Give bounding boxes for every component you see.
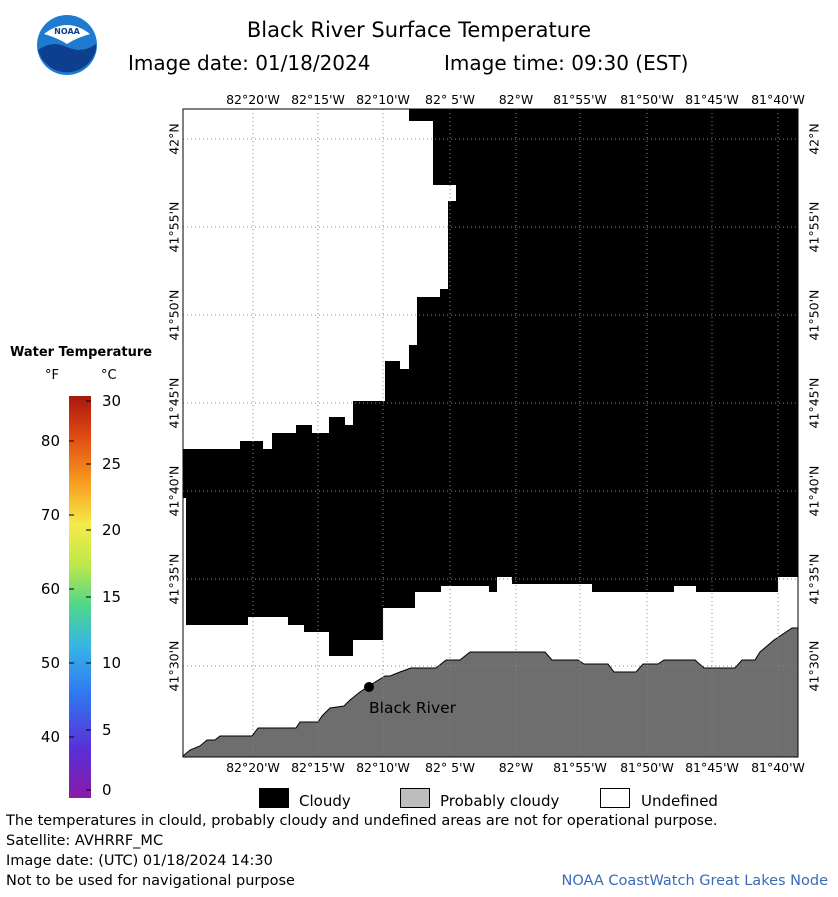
lon-label-bottom: 82°W	[499, 760, 534, 775]
lat-label-left: 41°55'N	[167, 202, 182, 253]
lat-label-left: 41°40'N	[167, 466, 182, 517]
lon-label-bottom: 82°20'W	[226, 760, 280, 775]
probably-cloudy-swatch	[400, 788, 430, 808]
credit-text: NOAA CoastWatch Great Lakes Node	[561, 873, 828, 889]
noaa-logo-text: NOAA	[54, 27, 80, 36]
celsius-tick: 0	[102, 781, 112, 799]
celsius-tick: 5	[102, 721, 112, 739]
fahrenheit-tick: 50	[40, 654, 60, 672]
graticule	[183, 109, 798, 757]
lon-label-top: 81°55'W	[553, 92, 607, 107]
legend-unit-f: °F	[45, 368, 59, 383]
undefined-swatch	[600, 788, 630, 808]
lat-label-left: 41°50'N	[167, 290, 182, 341]
lat-label-right: 42°N	[807, 123, 822, 155]
celsius-tick: 20	[102, 521, 122, 539]
lon-label-top: 82° 5'W	[425, 92, 475, 107]
lat-label-right: 41°55'N	[807, 202, 822, 253]
lat-label-right: 41°45'N	[807, 378, 822, 429]
disclaimer-text: The temperatures in clould, probably clo…	[6, 813, 718, 829]
cloudy-area	[183, 109, 798, 656]
lon-label-bottom: 82°15'W	[291, 760, 345, 775]
lon-label-bottom: 81°55'W	[553, 760, 607, 775]
lat-label-left: 41°30'N	[167, 641, 182, 692]
noaa-logo: NOAA	[36, 14, 98, 76]
celsius-tick: 15	[102, 588, 122, 606]
fahrenheit-tick: 80	[40, 432, 60, 450]
lon-label-top: 82°15'W	[291, 92, 345, 107]
lon-label-bottom: 81°50'W	[620, 760, 674, 775]
image-date-label: Image date: 01/18/2024	[128, 51, 371, 75]
fahrenheit-tick: 70	[40, 506, 60, 524]
lon-label-bottom: 81°45'W	[685, 760, 739, 775]
image-time-label: Image time: 09:30 (EST)	[444, 51, 689, 75]
black-river-marker	[364, 682, 374, 692]
legend-unit-c: °C	[101, 368, 117, 383]
lat-label-left: 41°45'N	[167, 378, 182, 429]
lon-label-top: 82°W	[499, 92, 534, 107]
probably-cloudy-area	[182, 627, 799, 758]
lon-label-top: 81°45'W	[685, 92, 739, 107]
page-title: Black River Surface Temperature	[246, 18, 592, 42]
celsius-tick: 10	[102, 654, 122, 672]
legend-title: Water Temperature	[10, 345, 153, 360]
fahrenheit-tick: 60	[40, 580, 60, 598]
map-frame	[182, 108, 799, 758]
cloudy-swatch	[259, 788, 289, 808]
lat-label-right: 41°35'N	[807, 554, 822, 605]
black-river-label: Black River	[369, 699, 457, 717]
lon-label-top: 81°50'W	[620, 92, 674, 107]
lat-label-right: 41°40'N	[807, 466, 822, 517]
celsius-tick: 25	[102, 455, 122, 473]
lon-label-bottom: 81°40'W	[751, 760, 805, 775]
undefined-label: Undefined	[641, 792, 718, 810]
lat-label-right: 41°50'N	[807, 290, 822, 341]
navigation-warning: Not to be used for navigational purpose	[6, 873, 295, 889]
lon-label-top: 81°40'W	[751, 92, 805, 107]
lat-label-left: 41°35'N	[167, 554, 182, 605]
lat-label-right: 41°30'N	[807, 641, 822, 692]
probably-cloudy-label: Probably cloudy	[440, 792, 560, 810]
satellite-text: Satellite: AVHRRF_MC	[6, 833, 164, 849]
fahrenheit-tick: 40	[40, 728, 60, 746]
cloudy-label: Cloudy	[299, 792, 351, 810]
celsius-tick: 30	[102, 392, 122, 410]
utc-date-text: Image date: (UTC) 01/18/2024 14:30	[6, 853, 273, 869]
lon-label-bottom: 82°10'W	[356, 760, 410, 775]
lat-label-left: 42°N	[167, 123, 182, 155]
lon-label-bottom: 82° 5'W	[425, 760, 475, 775]
lon-label-top: 82°10'W	[356, 92, 410, 107]
temperature-colorbar	[69, 396, 91, 798]
lon-label-top: 82°20'W	[226, 92, 280, 107]
